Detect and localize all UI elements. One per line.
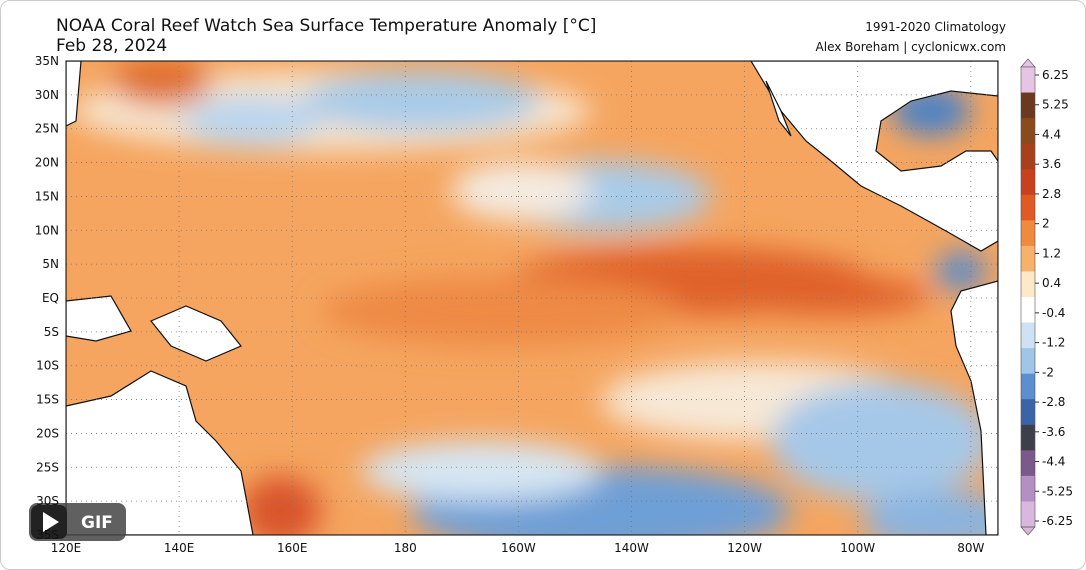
colorbar-segment bbox=[1021, 169, 1035, 196]
colorbar-cap-top bbox=[1020, 58, 1036, 68]
colorbar-label: -5.25 bbox=[1042, 484, 1073, 498]
lat-label: 15S bbox=[36, 393, 59, 407]
colorbar-cap-bottom bbox=[1020, 526, 1036, 536]
lat-label: 25N bbox=[35, 122, 59, 136]
lat-label: 15N bbox=[35, 189, 59, 203]
date: Feb 28, 2024 bbox=[56, 36, 167, 56]
colorbar-label: -3.6 bbox=[1042, 425, 1065, 439]
lon-label: 120W bbox=[727, 541, 762, 555]
colorbar-label: 4.4 bbox=[1042, 127, 1061, 141]
lon-label: 160E bbox=[277, 541, 308, 555]
colorbar-label: 6.25 bbox=[1042, 68, 1069, 82]
lat-label: 20S bbox=[36, 426, 59, 440]
colorbar-segment bbox=[1021, 118, 1035, 145]
colorbar-label: 3.6 bbox=[1042, 157, 1061, 171]
lat-label: 25S bbox=[36, 460, 59, 474]
lat-label: 10S bbox=[36, 359, 59, 373]
colorbar-label: -1.2 bbox=[1042, 336, 1065, 350]
title: NOAA Coral Reef Watch Sea Surface Temper… bbox=[56, 16, 596, 36]
lon-label: 160W bbox=[501, 541, 536, 555]
lon-label: 100W bbox=[840, 541, 875, 555]
lat-label: 35S bbox=[36, 528, 59, 542]
colorbar-segment bbox=[1021, 501, 1035, 528]
lon-label: 140W bbox=[614, 541, 649, 555]
colorbar-segment bbox=[1021, 297, 1035, 324]
credit: Alex Boreham | cyclonicwx.com bbox=[816, 40, 1006, 54]
climatology: 1991-2020 Climatology bbox=[865, 20, 1006, 34]
colorbar-segment bbox=[1021, 424, 1035, 451]
lat-label: 35N bbox=[35, 54, 59, 68]
colorbar-segment bbox=[1021, 143, 1035, 170]
colorbar-segment bbox=[1021, 271, 1035, 298]
colorbar-segment bbox=[1021, 373, 1035, 400]
gif-player[interactable]: GIF bbox=[29, 503, 126, 541]
colorbar-label: 1.2 bbox=[1042, 246, 1061, 260]
lon-label: 120E bbox=[51, 541, 82, 555]
map-border bbox=[65, 60, 999, 536]
play-icon bbox=[43, 512, 59, 532]
colorbar-segment bbox=[1021, 245, 1035, 272]
lat-label: 20N bbox=[35, 156, 59, 170]
colorbar-outline bbox=[1020, 66, 1036, 528]
lon-label: 180 bbox=[394, 541, 417, 555]
anomaly-field bbox=[66, 61, 998, 535]
colorbar-segment bbox=[1021, 475, 1035, 502]
lon-label: 140E bbox=[164, 541, 195, 555]
colorbar-label: 2.8 bbox=[1042, 187, 1061, 201]
colorbar-segment bbox=[1021, 322, 1035, 349]
lat-label: 10N bbox=[35, 223, 59, 237]
colorbar-label: 0.4 bbox=[1042, 276, 1061, 290]
colorbar-label: -4.4 bbox=[1042, 455, 1065, 469]
colorbar-segment bbox=[1021, 220, 1035, 247]
lon-label: 80W bbox=[957, 541, 984, 555]
lat-label: 5S bbox=[44, 325, 59, 339]
colorbar-label: -2 bbox=[1042, 365, 1054, 379]
colorbar-segment bbox=[1021, 399, 1035, 426]
colorbar-segment bbox=[1021, 450, 1035, 477]
colorbar-label: 5.25 bbox=[1042, 98, 1069, 112]
colorbar-segment bbox=[1021, 348, 1035, 375]
gif-label: GIF bbox=[81, 513, 113, 533]
colorbar-segment bbox=[1021, 67, 1035, 94]
lat-label: 30S bbox=[36, 494, 59, 508]
colorbar-segment bbox=[1021, 194, 1035, 221]
graticule bbox=[66, 61, 998, 535]
lat-label: 5N bbox=[42, 257, 59, 271]
colorbar-label: -0.4 bbox=[1042, 306, 1065, 320]
colorbar-segment bbox=[1021, 92, 1035, 119]
colorbar-label: 2 bbox=[1042, 217, 1050, 231]
lat-label: EQ bbox=[42, 291, 59, 305]
colorbar-label: -2.8 bbox=[1042, 395, 1065, 409]
colorbar: 6.25 5.25 4.4 3.6 2.8 2 1.2 0.4 -0.4 -1.2 -2 -2.8 -3… bbox=[1020, 58, 1073, 536]
colorbar-label: -6.25 bbox=[1042, 514, 1073, 528]
lat-label: 30N bbox=[35, 88, 59, 102]
